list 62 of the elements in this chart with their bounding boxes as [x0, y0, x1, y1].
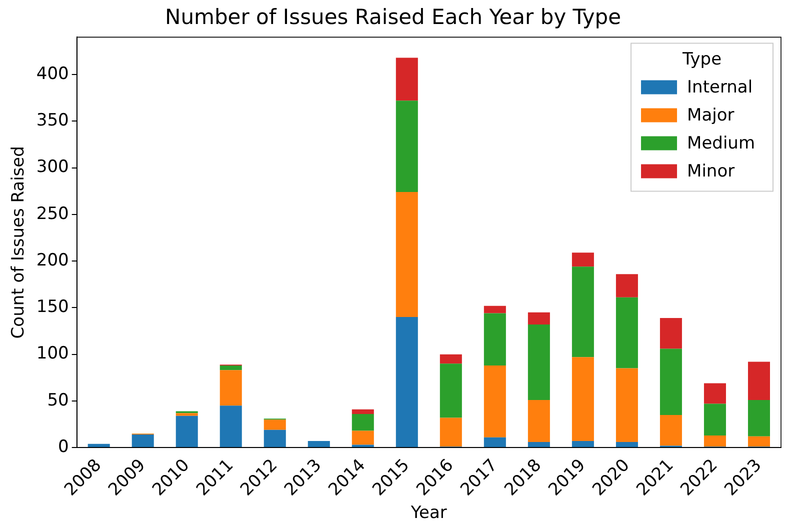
- y-tick-label: 200: [36, 250, 69, 270]
- bar: [396, 100, 418, 192]
- bar: [572, 252, 594, 267]
- bar: [176, 416, 198, 448]
- bar: [616, 297, 638, 368]
- y-tick-label: 400: [36, 64, 69, 84]
- bar: [484, 437, 506, 448]
- bar: [352, 430, 374, 445]
- bar: [572, 441, 594, 448]
- bar: [484, 313, 506, 366]
- bar: [220, 406, 242, 448]
- y-tick-label: 0: [58, 437, 69, 458]
- bar: [528, 442, 550, 448]
- bar: [616, 274, 638, 298]
- bar: [528, 324, 550, 400]
- bar: [440, 354, 462, 364]
- x-axis-title: Year: [410, 503, 447, 524]
- y-tick-label: 300: [36, 157, 69, 178]
- bar: [748, 436, 770, 447]
- bar: [440, 364, 462, 418]
- bar: [396, 317, 418, 448]
- bar: [528, 400, 550, 442]
- legend-label: Major: [687, 106, 734, 126]
- bar: [176, 413, 198, 416]
- bar: [572, 266, 594, 358]
- bar: [528, 312, 550, 324]
- y-tick-label: 50: [47, 390, 69, 410]
- bar: [616, 442, 638, 448]
- bar: [484, 306, 506, 314]
- bar: [132, 434, 154, 448]
- y-tick-label: 100: [36, 344, 69, 364]
- bar: [484, 366, 506, 438]
- bar: [440, 418, 462, 447]
- bar: [660, 318, 682, 349]
- bar: [396, 192, 418, 318]
- bar: [704, 404, 726, 436]
- bar: [264, 430, 286, 448]
- legend-title: Type: [681, 50, 722, 70]
- bar: [308, 441, 330, 448]
- y-tick-label: 150: [36, 297, 69, 318]
- bar: [660, 414, 682, 446]
- bar: [396, 58, 418, 101]
- bar: [88, 444, 110, 448]
- bar: [748, 362, 770, 400]
- legend-label: Minor: [687, 162, 735, 182]
- bar: [704, 383, 726, 404]
- bar: [352, 414, 374, 431]
- chart-title: Number of Issues Raised Each Year by Type: [164, 5, 622, 30]
- bar: [660, 348, 682, 415]
- bar: [572, 357, 594, 442]
- legend-label: Medium: [687, 134, 756, 154]
- y-tick-label: 250: [36, 204, 69, 224]
- bar: [616, 368, 638, 442]
- legend-label: Internal: [687, 78, 753, 98]
- y-axis-title: Count of Issues Raised: [8, 146, 29, 339]
- bar: [220, 370, 242, 406]
- bar: [704, 435, 726, 447]
- bar: [748, 400, 770, 436]
- y-tick-label: 350: [36, 110, 69, 131]
- bar: [352, 409, 374, 414]
- bar: [264, 420, 286, 430]
- bar: [220, 366, 242, 370]
